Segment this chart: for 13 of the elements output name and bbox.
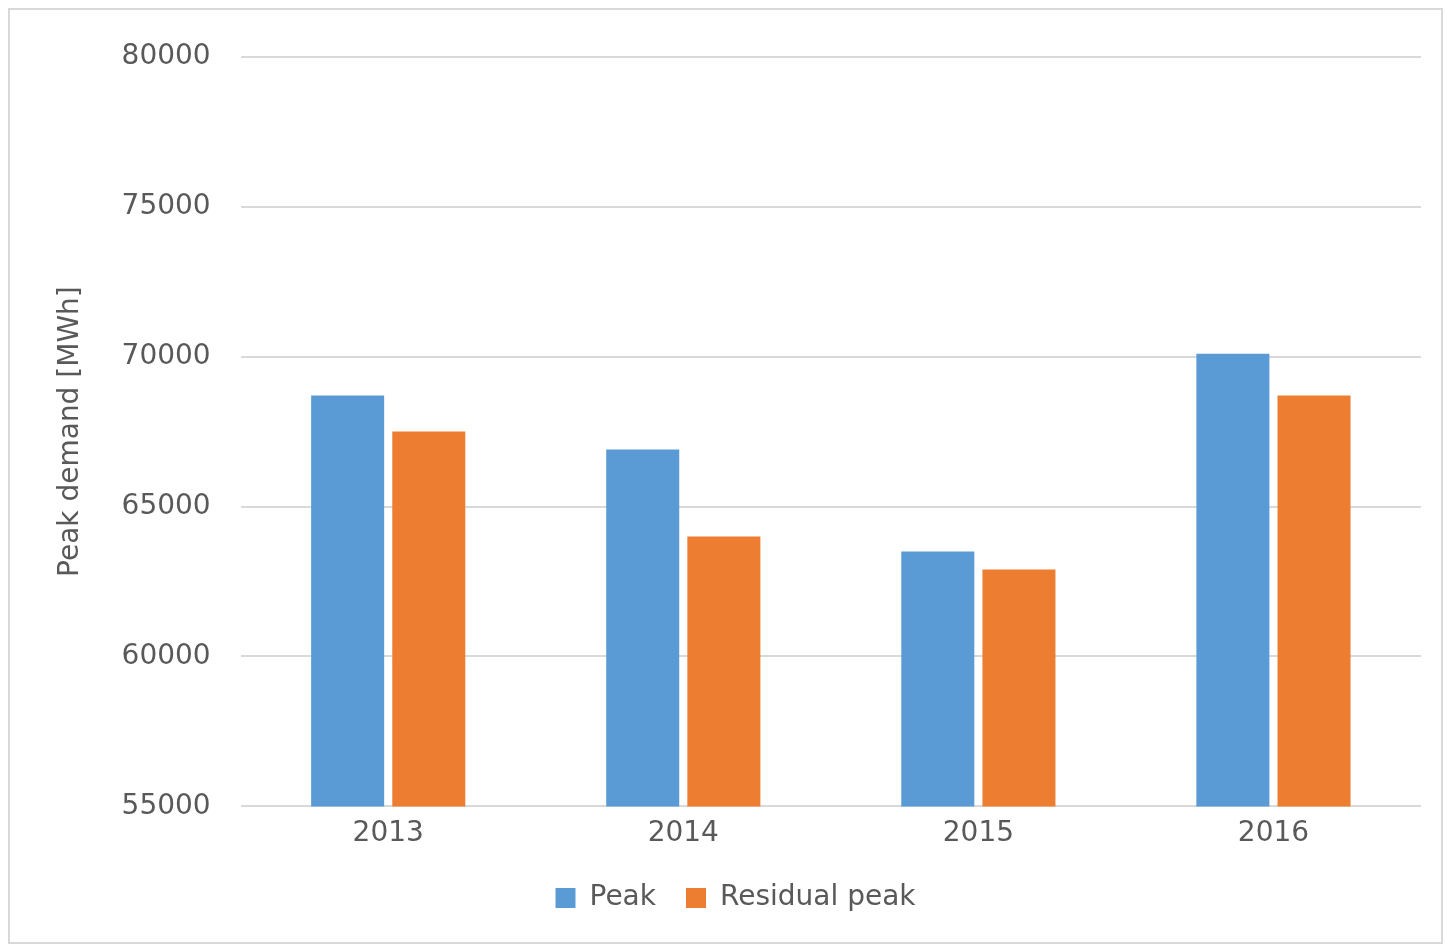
y-tick-label: 60000 [121, 637, 211, 671]
x-tick-label: 2015 [942, 815, 1015, 849]
legend-label: Residual peak [719, 879, 917, 913]
y-tick-label: 80000 [121, 38, 211, 72]
x-tick-label: 2016 [1237, 815, 1310, 849]
legend-label: Peak [589, 879, 657, 913]
y-axis-title: Peak demand [MWh] [52, 286, 86, 577]
y-tick-label: 55000 [121, 787, 211, 821]
y-tick-label: 65000 [121, 487, 211, 521]
x-tick-label: 2013 [352, 815, 424, 849]
y-tick-label: 70000 [121, 337, 211, 371]
y-tick-label: 75000 [121, 188, 211, 221]
x-tick-label: 2014 [647, 815, 719, 849]
